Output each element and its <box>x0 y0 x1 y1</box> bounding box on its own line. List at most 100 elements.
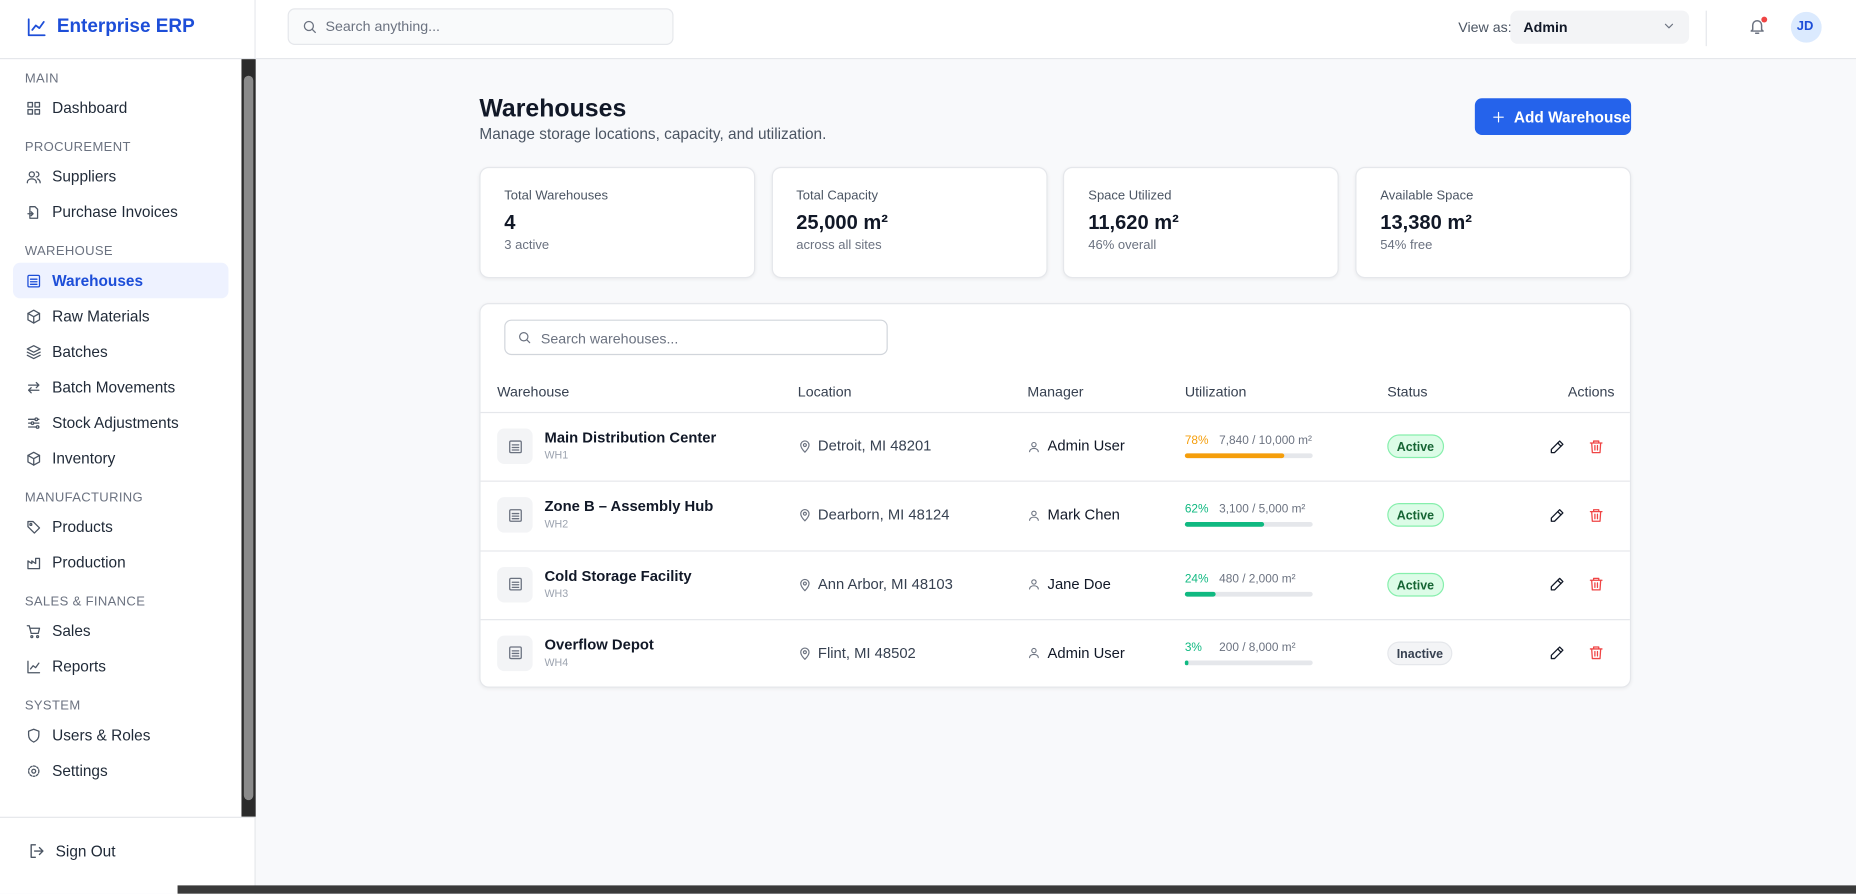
nav-icon <box>26 520 40 534</box>
avatar[interactable] <box>1790 11 1822 43</box>
nav-icon <box>26 170 41 183</box>
nav-icon <box>27 764 39 777</box>
nav-icon <box>26 624 40 638</box>
nav-label: Inventory <box>52 449 116 467</box>
row-divider <box>480 549 1630 552</box>
edit-button[interactable] <box>1549 439 1564 454</box>
stat-card <box>479 166 756 279</box>
nav-item[interactable] <box>13 159 228 195</box>
edit-button[interactable] <box>1549 646 1564 661</box>
manager: Admin User <box>1047 644 1125 662</box>
column-header: Location <box>797 383 852 401</box>
manager: Jane Doe <box>1047 575 1111 593</box>
column-header: Actions <box>1567 383 1615 401</box>
sign-out[interactable]: Sign Out <box>55 842 116 860</box>
nav-icon <box>26 308 40 324</box>
column-header: Manager <box>1027 383 1084 401</box>
nav-icon <box>26 557 40 569</box>
delete-button[interactable] <box>1588 439 1603 454</box>
location: Ann Arbor, MI 48103 <box>817 575 953 593</box>
nav-item[interactable] <box>13 334 228 370</box>
view-as-value: Admin <box>1523 18 1568 36</box>
delete-button[interactable] <box>1588 646 1603 661</box>
warehouse-code: WH1 <box>544 449 569 462</box>
global-search[interactable] <box>287 8 674 45</box>
nav-label: Warehouses <box>52 271 144 290</box>
table-card <box>479 303 1632 688</box>
manager: Admin User <box>1047 437 1125 455</box>
status-text: Active <box>1396 578 1435 593</box>
view-as-select[interactable] <box>1510 10 1690 44</box>
nav-label: Sales <box>52 622 91 640</box>
status-text: Active <box>1396 509 1435 524</box>
nav-item[interactable] <box>13 262 229 299</box>
warehouse-code: WH4 <box>544 656 569 669</box>
warehouse-code: WH2 <box>544 518 569 531</box>
utilization-percent: 3% <box>1184 641 1202 655</box>
nav-icon <box>26 659 40 673</box>
nav-label: Stock Adjustments <box>52 413 179 432</box>
stat-note: across all sites <box>796 238 882 253</box>
nav-label: Purchase Invoices <box>52 202 178 221</box>
status-badge: Active <box>1387 434 1444 459</box>
status-text: Inactive <box>1396 647 1444 662</box>
manager-icon <box>1028 648 1039 659</box>
column-header: Utilization <box>1184 383 1247 401</box>
nav-section-title: SYSTEM <box>24 698 81 714</box>
stat-label: Available Space <box>1380 188 1474 203</box>
edit-button[interactable] <box>1549 508 1564 523</box>
utilization-usage: 3,100 / 5,000 m² <box>1219 503 1306 517</box>
avatar-initials: JD <box>1796 19 1814 34</box>
nav-label: Settings <box>52 761 108 780</box>
status-text: Active <box>1396 440 1435 455</box>
search-placeholder: Search anything... <box>325 17 441 35</box>
location: Flint, MI 48502 <box>817 644 916 662</box>
nav-section-title: WAREHOUSE <box>24 244 113 259</box>
top-divider <box>1705 10 1707 47</box>
stat-card <box>1355 166 1632 279</box>
delete-button[interactable] <box>1588 508 1603 523</box>
location-icon <box>800 578 810 591</box>
nav-section-title: PROCUREMENT <box>24 140 131 155</box>
notification-dot <box>1761 16 1768 23</box>
utilization-track <box>1184 591 1313 597</box>
notifications <box>1749 19 1764 34</box>
table-search[interactable] <box>504 319 888 356</box>
location-icon <box>800 509 810 522</box>
nav-icon <box>26 344 41 359</box>
add-warehouse-label: Add Warehouse <box>1513 108 1631 127</box>
location-icon <box>800 440 810 453</box>
stat-note: 46% overall <box>1088 238 1157 253</box>
nav-item[interactable] <box>13 753 228 789</box>
nav-icon <box>27 728 39 743</box>
nav-item[interactable] <box>13 649 228 685</box>
warehouse-name: Main Distribution Center <box>544 429 717 446</box>
nav-item[interactable] <box>13 509 228 545</box>
stat-label: Total Warehouses <box>504 188 608 203</box>
stat-value: 4 <box>504 211 516 234</box>
nav-item[interactable] <box>13 440 228 476</box>
page-title: Warehouses <box>479 95 627 123</box>
nav-item[interactable] <box>13 613 228 649</box>
utilization-usage: 480 / 2,000 m² <box>1219 572 1296 586</box>
delete-button[interactable] <box>1588 577 1603 592</box>
nav-icon <box>26 274 40 287</box>
column-header: Warehouse <box>497 383 570 401</box>
nav-label: Reports <box>52 657 106 676</box>
sidebar-footer-border <box>0 816 256 818</box>
nav-label: Batches <box>52 342 108 361</box>
warehouse-name: Cold Storage Facility <box>544 567 692 584</box>
column-header: Status <box>1387 383 1428 401</box>
warehouse-icon <box>508 508 522 522</box>
utilization-percent: 24% <box>1184 572 1209 586</box>
nav-label: Batch Movements <box>52 378 176 396</box>
manager-icon <box>1028 510 1039 521</box>
select-chevron <box>1664 23 1674 29</box>
stat-card <box>1063 166 1340 279</box>
nav-icon <box>26 101 40 115</box>
edit-button[interactable] <box>1549 577 1564 592</box>
table-search-placeholder: Search warehouses... <box>540 330 679 347</box>
utilization-bar <box>1184 591 1216 597</box>
utilization-bar <box>1184 660 1189 666</box>
scrollbar-thumb <box>243 75 254 801</box>
